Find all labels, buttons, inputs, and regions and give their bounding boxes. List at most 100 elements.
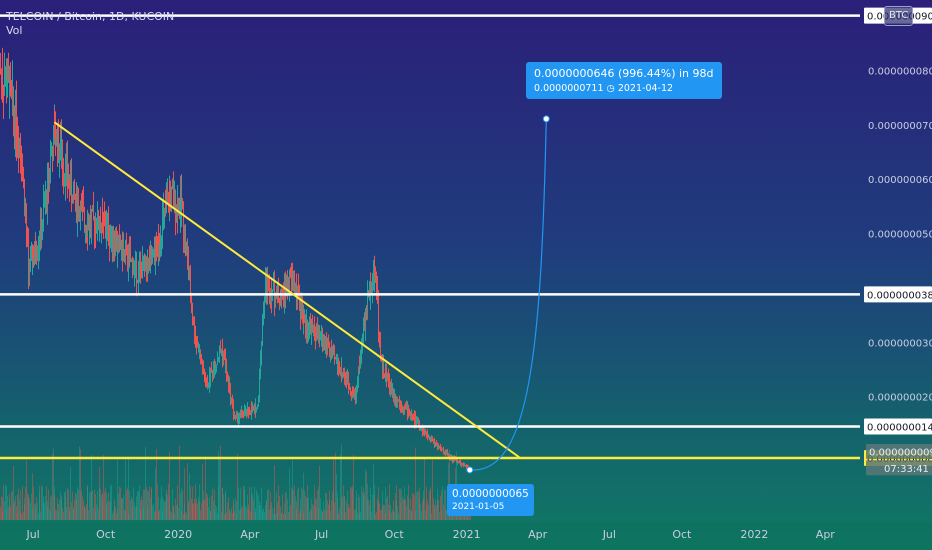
volume-bar: [83, 499, 84, 520]
candle-body: [58, 127, 59, 157]
candle-body: [55, 136, 56, 141]
volume-bar: [206, 493, 207, 520]
volume-bar: [171, 512, 172, 520]
volume-bar: [240, 509, 241, 520]
candle-body: [83, 206, 84, 210]
volume-bar: [193, 504, 194, 520]
candle-body: [188, 258, 189, 273]
candle-body: [204, 373, 205, 380]
candle-body: [466, 466, 467, 468]
volume-bar: [91, 454, 92, 520]
candle-body: [192, 313, 193, 322]
candle-body: [98, 212, 99, 228]
volume-bar: [255, 512, 256, 520]
candle-body: [430, 438, 431, 442]
candle-body: [264, 300, 265, 308]
candle-body: [96, 230, 97, 232]
volume-bar: [423, 490, 424, 520]
volume-bar: [269, 509, 270, 520]
candle-body: [6, 90, 7, 94]
volume-bar: [213, 500, 214, 520]
time-tick-label: 2022: [740, 528, 768, 541]
volume-bar: [413, 493, 414, 520]
candle-body: [145, 256, 146, 264]
candle-body: [415, 417, 416, 423]
candle-body: [24, 206, 25, 209]
candle-body: [436, 443, 437, 446]
candle-body: [66, 161, 67, 165]
volume-bar: [344, 496, 345, 520]
candle-body: [62, 158, 63, 170]
candle-body: [10, 75, 11, 84]
candle-body: [335, 357, 336, 359]
candle-body: [156, 245, 157, 249]
candle-body: [11, 83, 12, 92]
candle-body: [195, 337, 196, 339]
volume-bar: [40, 511, 41, 520]
candle-body: [162, 217, 163, 239]
candle-body: [361, 345, 362, 357]
candle-body: [13, 105, 14, 116]
symbol-title: TELCOIN / Bitcoin, 1D, KUCOIN: [6, 10, 175, 23]
candle-body: [324, 337, 325, 344]
candle-body: [225, 366, 226, 370]
volume-bar: [386, 497, 387, 520]
volume-bar: [6, 509, 7, 520]
candle-body: [116, 238, 117, 250]
currency-button[interactable]: BTC: [884, 6, 914, 26]
candle-body: [51, 153, 52, 157]
volume-bar: [323, 501, 324, 520]
volume-bar: [93, 507, 94, 520]
volume-bar: [432, 459, 433, 520]
candle-body: [73, 181, 74, 190]
candle-body: [336, 357, 337, 359]
volume-bar: [363, 496, 364, 520]
volume-bar: [60, 491, 61, 520]
candle-body: [158, 233, 159, 235]
volume-bar: [224, 513, 225, 520]
volume-bar: [421, 510, 422, 520]
candle-body: [43, 205, 44, 209]
volume-bar: [391, 512, 392, 520]
volume-bar: [172, 489, 173, 520]
candle-body: [263, 307, 264, 326]
volume-bar: [185, 512, 186, 520]
candle-body: [120, 238, 121, 249]
volume-bar: [352, 485, 353, 520]
volume-bar: [48, 489, 49, 520]
volume-bar: [91, 492, 92, 520]
volume-bar: [149, 486, 150, 520]
volume-bar: [11, 491, 12, 520]
volume-bar: [443, 504, 444, 520]
volume-bar: [265, 505, 266, 520]
volume-bar: [153, 503, 154, 520]
volume-bar: [445, 489, 446, 520]
volume-bar: [133, 487, 134, 520]
candle-body: [376, 280, 377, 288]
volume-bar: [318, 486, 319, 520]
volume-bar: [107, 501, 108, 520]
horizontal-levels: [0, 14, 860, 460]
price-tag-text: 0.0000000098: [869, 448, 932, 459]
volume-bar: [355, 508, 356, 520]
volume-bar: [218, 450, 219, 520]
candle-body: [350, 388, 351, 393]
candle-body: [109, 240, 110, 244]
volume-bar: [135, 506, 136, 520]
volume-bar: [81, 489, 82, 520]
volume-bar: [378, 501, 379, 520]
candle-body: [177, 199, 178, 215]
volume-bar: [132, 498, 133, 520]
volume-bar: [84, 505, 85, 520]
candle-body: [50, 156, 51, 171]
volume-bar: [405, 498, 406, 520]
volume-bar: [367, 498, 368, 520]
volume-bar: [6, 486, 7, 520]
volume-bar: [62, 507, 63, 520]
candle-body: [14, 115, 15, 133]
volume-bar: [351, 487, 352, 520]
volume-bar: [87, 486, 88, 520]
volume-bar: [387, 495, 388, 520]
volume-bar: [70, 466, 71, 520]
